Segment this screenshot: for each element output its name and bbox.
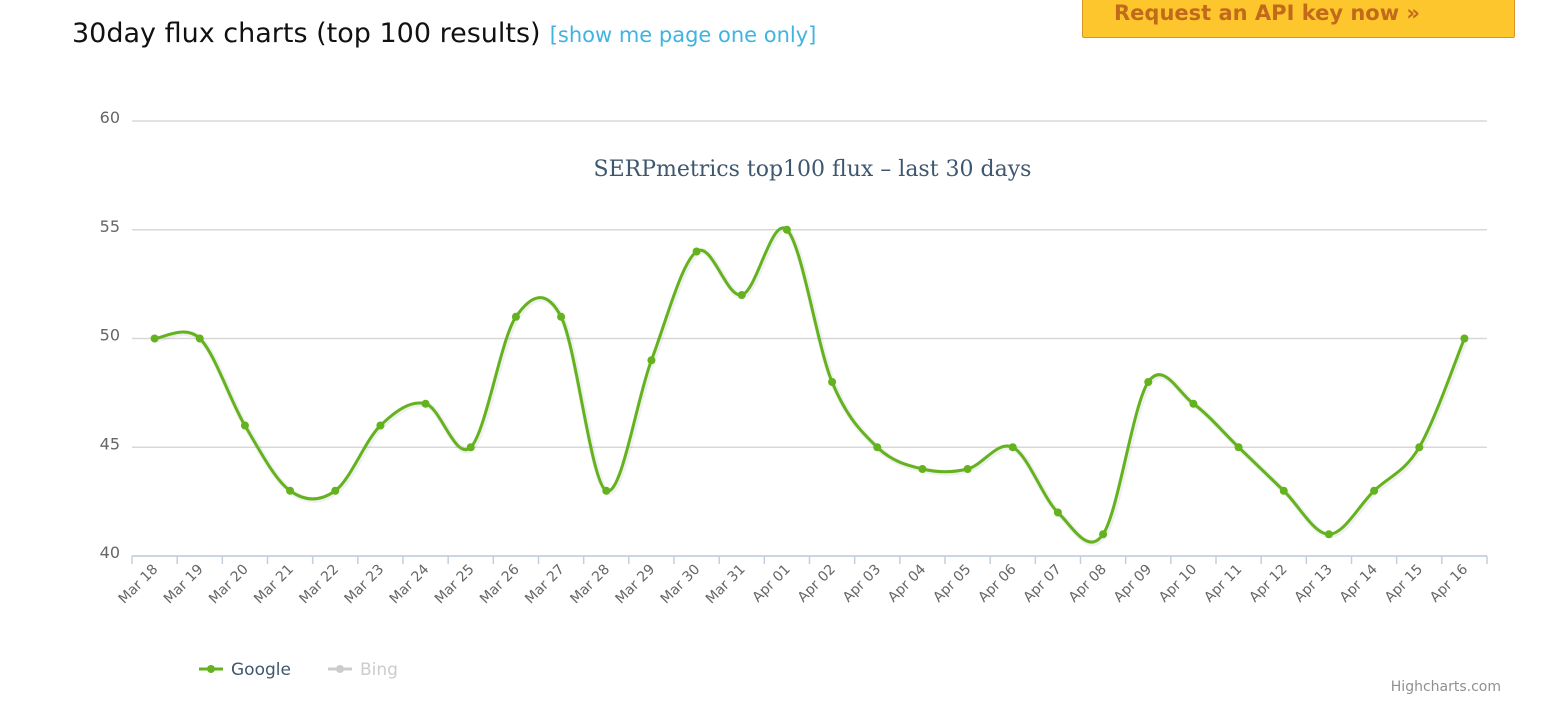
data-point[interactable] [647,356,656,365]
request-api-key-button[interactable]: Request an API key now » [1082,0,1515,38]
data-point[interactable] [737,291,746,299]
x-tick-label: Apr 16 [1427,561,1471,605]
x-tick-label: Apr 14 [1337,561,1381,605]
legend-item-google[interactable]: Google [199,660,291,680]
legend-item-bing[interactable]: Bing [328,660,398,680]
x-tick-label: Apr 06 [975,561,1019,605]
x-tick-label: Apr 15 [1382,562,1426,606]
x-tick-label: Apr 03 [840,562,884,606]
data-point[interactable] [1415,443,1424,452]
data-point[interactable] [240,421,249,430]
data-point[interactable] [286,486,295,495]
data-point[interactable] [782,225,791,234]
x-tick-label: Apr 11 [1201,562,1245,606]
data-point[interactable] [1053,508,1062,517]
x-tick-label: Mar 19 [161,562,207,608]
x-axis: Mar 18 Mar 19 Mar 20 Mar 21 Mar 22 Mar 23 Mar … [116,555,1488,608]
series-line-shadow [155,225,1469,546]
data-point[interactable] [1189,399,1198,408]
data-point[interactable] [1099,530,1108,539]
x-tick-label: Mar 20 [206,562,252,608]
data-point[interactable] [1008,443,1017,452]
x-tick-label: Apr 01 [750,562,794,606]
x-tick-label: Apr 12 [1246,562,1290,606]
x-tick-label: Mar 25 [432,562,478,608]
x-tick-label: Apr 13 [1292,562,1336,606]
data-point[interactable] [1234,443,1243,452]
x-tick-label: Mar 29 [613,562,659,608]
data-point[interactable] [466,443,475,452]
x-tick-label: Mar 18 [116,562,162,608]
page-heading: 30day flux charts (top 100 results) [sho… [72,18,816,49]
x-tick-label: Apr 08 [1066,562,1110,606]
x-tick-label: Apr 10 [1156,562,1200,606]
legend-symbol-marker [207,665,215,673]
x-tick-label: Mar 28 [567,562,613,608]
data-point[interactable] [1460,334,1469,343]
x-tick-label: Apr 09 [1111,562,1155,606]
y-tick-label: 45 [100,434,120,453]
y-tick-label: 60 [100,108,120,127]
plot-area [150,225,1469,546]
x-tick-label: Apr 05 [930,562,974,606]
x-tick-label: Mar 30 [658,562,704,608]
page-title: 30day flux charts (top 100 results) [72,18,541,49]
y-tick-label: 40 [100,543,120,562]
data-point[interactable] [376,421,385,430]
data-point[interactable] [1370,486,1379,495]
x-tick-label: Mar 26 [477,561,523,607]
x-tick-label: Mar 24 [387,561,433,607]
chart-legend: Google Bing [199,660,398,680]
data-point[interactable] [331,486,340,495]
data-point[interactable] [150,334,159,343]
x-tick-label: Apr 02 [795,562,839,606]
data-point[interactable] [1324,530,1333,539]
legend-symbol-marker [336,665,344,673]
data-point[interactable] [963,465,972,473]
data-point[interactable] [828,378,837,386]
x-tick-label: Apr 04 [885,561,929,605]
y-tick-label: 50 [100,326,120,345]
data-point[interactable] [692,247,701,256]
data-point[interactable] [557,312,566,321]
data-point[interactable] [1144,378,1153,386]
legend-label: Google [231,660,291,680]
data-point[interactable] [918,465,927,473]
x-tick-label: Mar 23 [342,562,388,608]
legend-label: Bing [360,660,398,680]
x-tick-label: Apr 07 [1021,562,1065,606]
show-page-one-link[interactable]: [show me page one only] [549,23,817,47]
x-tick-label: Mar 27 [522,562,568,608]
x-tick-label: Mar 31 [703,562,749,608]
data-point[interactable] [602,486,611,495]
data-point[interactable] [511,312,520,321]
data-point[interactable] [1279,486,1288,495]
data-point[interactable] [195,334,204,343]
series-line-google[interactable] [154,226,1466,544]
data-point[interactable] [873,443,882,452]
data-point[interactable] [421,399,430,408]
x-tick-label: Mar 22 [296,562,342,608]
y-tick-label: 55 [100,217,120,236]
x-tick-label: Mar 21 [251,562,297,608]
chart-title: SERPmetrics top100 flux – last 30 days [594,157,1032,182]
highcharts-credits[interactable]: Highcharts.com [1391,679,1501,695]
y-axis: 40 45 50 55 60 [100,108,120,562]
